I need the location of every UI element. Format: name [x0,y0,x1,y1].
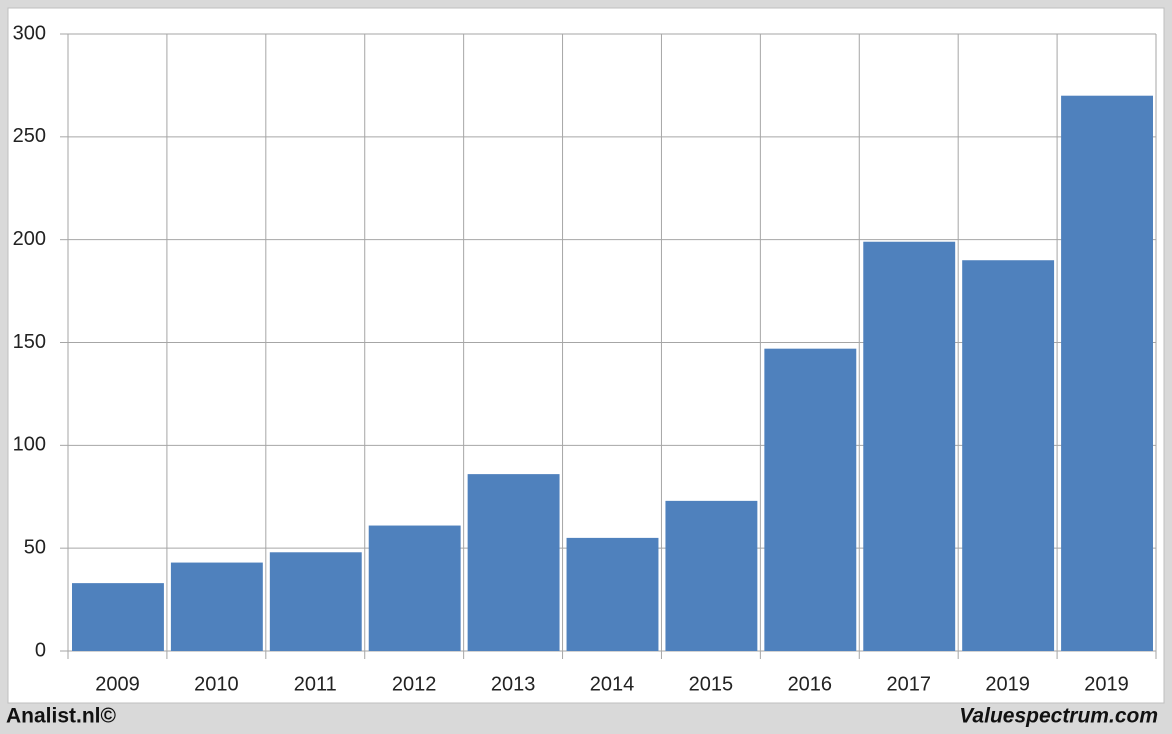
bar [962,260,1055,651]
y-tick-label: 0 [35,639,46,661]
bar [72,583,164,651]
bar [1061,95,1153,651]
x-tick-label: 2019 [1084,673,1129,695]
bar [566,537,659,651]
x-tick-label: 2012 [392,673,437,695]
x-tick-label: 2016 [788,673,833,695]
source-left: Analist.nl© [6,705,117,728]
bar [863,241,956,651]
bar [665,500,758,651]
y-tick-label: 100 [13,434,46,456]
x-tick-label: 2013 [491,673,536,695]
y-tick-label: 250 [13,125,46,147]
bar [368,525,461,651]
bar [170,562,263,651]
source-right: Valuespectrum.com [959,705,1158,728]
bar [764,348,857,651]
x-tick-label: 2019 [985,673,1030,695]
bar [269,552,362,651]
y-tick-label: 200 [13,228,46,250]
x-tick-label: 2017 [886,673,931,695]
bar [467,474,560,651]
x-tick-label: 2010 [194,673,239,695]
y-tick-label: 300 [13,22,46,44]
x-tick-label: 2014 [590,673,635,695]
x-tick-label: 2011 [294,673,337,695]
x-tick-label: 2009 [95,673,140,695]
y-tick-label: 150 [13,331,46,353]
x-tick-label: 2015 [689,673,734,695]
y-tick-label: 50 [24,536,46,558]
